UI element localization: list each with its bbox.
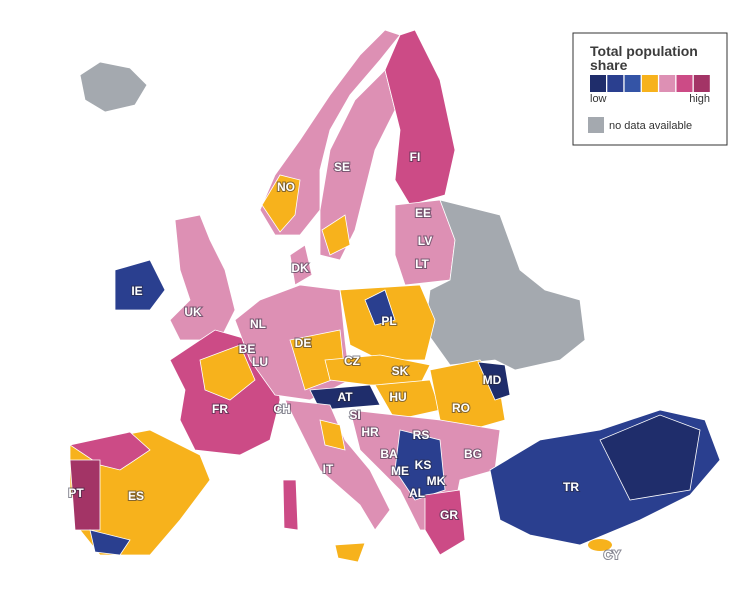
country-label: BE xyxy=(239,342,256,356)
country-label: LU xyxy=(252,355,268,369)
country-label: EE xyxy=(415,206,431,220)
legend-swatch xyxy=(659,75,676,92)
country-label: CY xyxy=(604,548,621,562)
legend-title: Total population share xyxy=(590,43,702,73)
country-label: DE xyxy=(295,336,312,350)
legend: Total population share low high no data … xyxy=(572,32,728,146)
country-label: IE xyxy=(131,284,142,298)
country-label: HU xyxy=(389,390,406,404)
country-label: IT xyxy=(323,462,334,476)
country-label: RO xyxy=(452,401,470,415)
country-label: RS xyxy=(413,428,430,442)
country-label: MK xyxy=(427,474,446,488)
country-label: TR xyxy=(563,480,579,494)
country-label: PL xyxy=(381,314,396,328)
legend-swatch xyxy=(693,75,710,92)
country-label: KS xyxy=(415,458,432,472)
country-label: SK xyxy=(392,364,409,378)
country-label: AT xyxy=(337,390,353,404)
legend-title-text: share xyxy=(590,57,628,73)
legend-title-text: Total population xyxy=(590,43,698,59)
country-label: SE xyxy=(334,160,350,174)
country-label: GR xyxy=(440,508,458,522)
land xyxy=(68,29,721,563)
legend-high: high xyxy=(689,93,710,105)
country-label: LT xyxy=(415,257,429,271)
country-label: MD xyxy=(483,373,502,387)
legend-swatch xyxy=(590,75,606,92)
country-label: ES xyxy=(128,489,144,503)
legend-swatch xyxy=(676,75,693,92)
legend-swatch xyxy=(641,75,658,92)
country-label: NO xyxy=(277,180,295,194)
country-label: SI xyxy=(349,408,360,422)
country-label: CZ xyxy=(344,354,360,368)
country-label: HR xyxy=(361,425,379,439)
legend-swatch xyxy=(624,75,641,92)
legend-no-data: no data available xyxy=(609,120,692,132)
legend-swatches xyxy=(590,75,710,92)
country-label: BA xyxy=(380,447,398,461)
country-label: PT xyxy=(68,486,84,500)
country-label: FI xyxy=(410,150,421,164)
country-label: FR xyxy=(212,402,228,416)
country-label: DK xyxy=(291,261,309,275)
country-label: ME xyxy=(391,464,409,478)
country-label: UK xyxy=(184,305,202,319)
country-label: AL xyxy=(409,486,425,500)
country-label: BG xyxy=(464,447,482,461)
legend-low: low xyxy=(590,93,607,105)
country-label: LV xyxy=(418,234,432,248)
legend-swatch xyxy=(607,75,624,92)
country-label: CH xyxy=(273,402,290,416)
country-label: NL xyxy=(250,317,266,331)
no-data-swatch xyxy=(588,117,604,133)
